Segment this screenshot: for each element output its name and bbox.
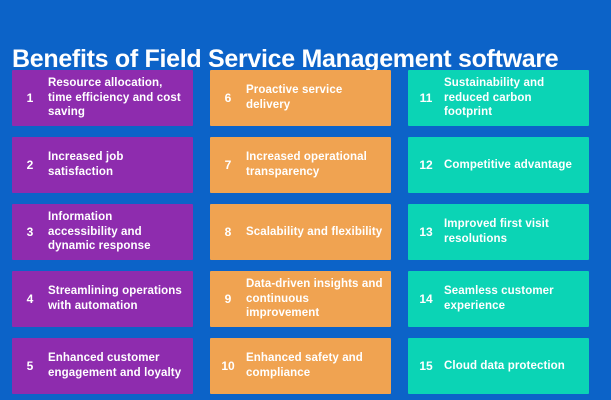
benefit-card: 4 Streamlining operations with automation (12, 271, 193, 327)
card-number: 14 (419, 292, 433, 306)
benefits-grid: 1 Resource allocation, time efficiency an… (12, 70, 589, 394)
benefit-card: 5 Enhanced customer engagement and loyalt… (12, 338, 193, 394)
benefit-card: 11 Sustainability and reduced carbon foot… (408, 70, 589, 126)
benefit-card: 2 Increased job satisfaction (12, 137, 193, 193)
benefit-card: 7 Increased operational transparency (210, 137, 391, 193)
card-number: 8 (224, 225, 232, 239)
benefit-card: 9 Data-driven insights and continuous imp… (210, 271, 391, 327)
benefits-column-1: 1 Resource allocation, time efficiency an… (12, 70, 193, 394)
card-text: Seamless customer experience (444, 285, 554, 312)
card-number: 6 (224, 91, 232, 105)
benefit-card: 6 Proactive service delivery (210, 70, 391, 126)
card-text: Scalability and flexibility (246, 225, 383, 238)
benefits-column-3: 11 Sustainability and reduced carbon foot… (408, 70, 589, 394)
card-text: Improved first visit resolutions (444, 218, 549, 245)
card-text: Increased operational transparency (246, 151, 367, 178)
benefit-card: 15 Cloud data protection (408, 338, 589, 394)
card-number: 9 (224, 292, 232, 306)
card-text: Cloud data protection (444, 359, 565, 372)
card-number: 15 (419, 359, 433, 373)
card-number: 3 (26, 225, 34, 239)
card-number: 13 (419, 225, 433, 239)
card-number: 7 (224, 158, 232, 172)
card-number: 4 (26, 292, 34, 306)
benefit-card: 1 Resource allocation, time efficiency an… (12, 70, 193, 126)
page-title: Benefits of Field Service Management sof… (12, 44, 559, 73)
card-text: Competitive advantage (444, 158, 572, 171)
benefit-card: 3 Information accessibility and dynamic r… (12, 204, 193, 260)
card-number: 2 (26, 158, 34, 172)
card-text: Information accessibility and dynamic re… (48, 210, 151, 253)
card-text: Sustainability and reduced carbon footpr… (444, 76, 545, 119)
card-text: Data-driven insights and continuous impr… (246, 277, 383, 320)
benefits-column-2: 6 Proactive service delivery 7 Increased op… (210, 70, 391, 394)
benefit-card: 10 Enhanced safety and compliance (210, 338, 391, 394)
benefit-card: 8 Scalability and flexibility (210, 204, 391, 260)
card-number: 5 (26, 359, 34, 373)
card-number: 11 (419, 91, 433, 105)
benefit-card: 13 Improved first visit resolutions (408, 204, 589, 260)
card-number: 10 (221, 359, 235, 373)
benefit-card: 12 Competitive advantage (408, 137, 589, 193)
card-text: Proactive service delivery (246, 84, 343, 111)
card-text: Enhanced customer engagement and loyalty (48, 352, 182, 379)
card-number: 1 (26, 91, 34, 105)
card-text: Streamlining operations with automation (48, 285, 182, 312)
card-text: Increased job satisfaction (48, 151, 124, 178)
card-text: Enhanced safety and compliance (246, 352, 363, 379)
card-text: Resource allocation, time efficiency and… (48, 76, 181, 119)
benefit-card: 14 Seamless customer experience (408, 271, 589, 327)
card-number: 12 (419, 158, 433, 172)
